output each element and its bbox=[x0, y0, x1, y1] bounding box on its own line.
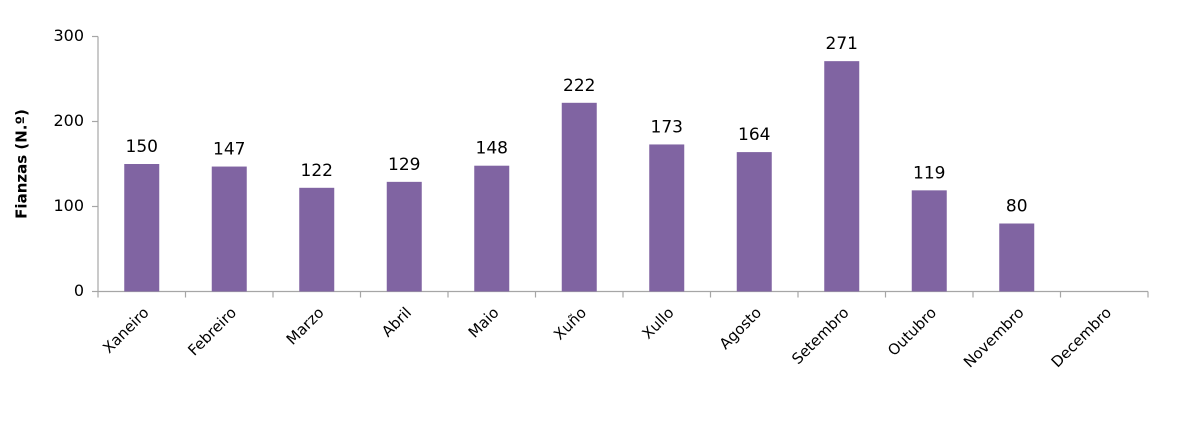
data-label: 129 bbox=[388, 155, 420, 175]
data-label: 122 bbox=[301, 161, 333, 181]
x-tick-label: Setembro bbox=[788, 304, 852, 368]
data-label: 150 bbox=[126, 137, 158, 157]
data-label: 271 bbox=[826, 34, 858, 54]
bar-febreiro bbox=[211, 166, 247, 292]
bar-setembro bbox=[824, 61, 860, 292]
bar-outubro bbox=[911, 190, 947, 292]
data-label: 147 bbox=[213, 140, 245, 160]
x-tick-label: Novembro bbox=[960, 304, 1028, 372]
bar-abril bbox=[386, 181, 422, 292]
x-tick-label: Decembro bbox=[1048, 304, 1115, 371]
x-tick-label: Outubro bbox=[884, 304, 940, 360]
data-label: 173 bbox=[651, 117, 683, 137]
bar-agosto bbox=[736, 152, 772, 292]
x-tick-label: Marzo bbox=[283, 304, 328, 349]
data-label: 148 bbox=[476, 139, 508, 159]
x-tick-label: Xaneiro bbox=[99, 304, 152, 357]
bar-marzo bbox=[299, 187, 335, 292]
y-tick-label: 100 bbox=[53, 196, 84, 215]
x-tick-label: Febreiro bbox=[184, 304, 240, 360]
data-label: 164 bbox=[738, 125, 770, 145]
bar-xuño bbox=[561, 102, 597, 292]
x-tick-label: Maio bbox=[465, 304, 503, 342]
x-tick-label: Xullo bbox=[638, 304, 677, 343]
data-label: 80 bbox=[1006, 197, 1028, 217]
bar-xullo bbox=[649, 144, 685, 292]
bar-novembro bbox=[999, 223, 1035, 292]
bar-maio bbox=[474, 165, 510, 292]
x-tick-label: Abril bbox=[378, 304, 415, 341]
y-tick-label: 0 bbox=[74, 281, 84, 300]
y-axis-label: Fianzas (N.º) bbox=[13, 109, 31, 219]
y-tick-label: 300 bbox=[53, 26, 84, 45]
y-tick-label: 200 bbox=[53, 111, 84, 130]
data-label: 222 bbox=[563, 76, 595, 96]
data-label: 119 bbox=[913, 163, 945, 183]
x-tick-label: Xuño bbox=[550, 304, 590, 344]
x-tick-label: Agosto bbox=[716, 304, 765, 353]
bar-xaneiro bbox=[124, 164, 160, 292]
